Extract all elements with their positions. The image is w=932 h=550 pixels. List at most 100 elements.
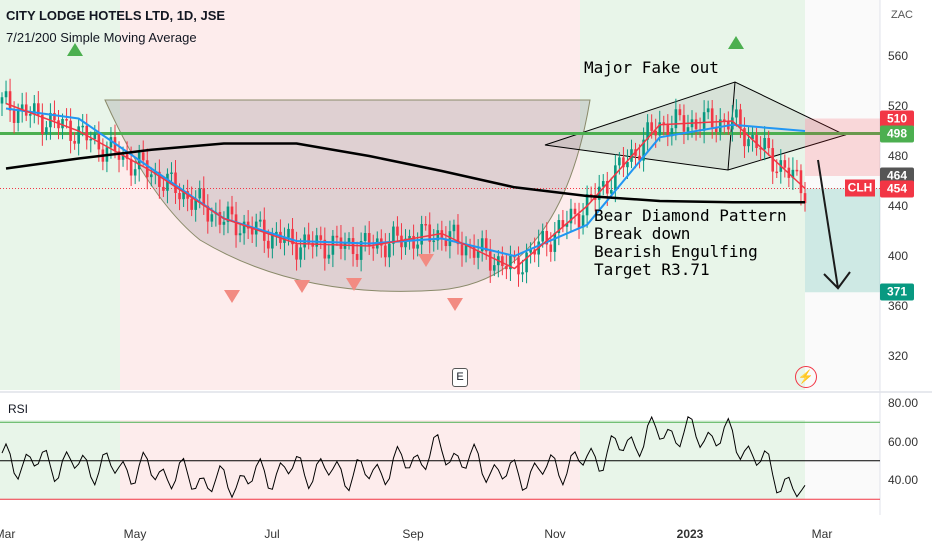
candle-body bbox=[8, 91, 12, 111]
candle-body bbox=[41, 114, 44, 135]
candle-body bbox=[335, 235, 339, 238]
rsi-tick-label: 80.00 bbox=[888, 396, 919, 410]
candle-body bbox=[448, 231, 452, 247]
candle-body bbox=[525, 252, 528, 273]
lightning-icon[interactable]: ⚡ bbox=[795, 366, 817, 388]
sell-signal-icon bbox=[447, 298, 463, 311]
candle-body bbox=[747, 139, 750, 147]
candle-body bbox=[388, 243, 391, 258]
rsi-line bbox=[1, 415, 806, 499]
candle-body bbox=[662, 122, 666, 124]
candle-body bbox=[755, 134, 758, 148]
candle-body bbox=[174, 172, 177, 193]
candle-body bbox=[250, 228, 254, 235]
candle-body bbox=[686, 127, 690, 132]
candle-body bbox=[581, 215, 585, 228]
rsi-trend-zone bbox=[580, 420, 805, 500]
candle-body bbox=[323, 239, 327, 259]
price-badge: 510 bbox=[880, 110, 914, 127]
candle-body bbox=[141, 152, 145, 161]
currency-unit: ZAC bbox=[891, 9, 913, 21]
time-tick-label: Sep bbox=[402, 527, 424, 541]
candle-body bbox=[743, 128, 746, 147]
sell-signal-icon bbox=[294, 280, 310, 293]
candle-body bbox=[436, 230, 440, 241]
candle-body bbox=[162, 186, 165, 191]
earnings-badge[interactable]: E bbox=[452, 368, 468, 387]
candle-body bbox=[791, 169, 795, 178]
candle-body bbox=[194, 198, 197, 210]
candle-body bbox=[674, 109, 678, 129]
candle-body bbox=[783, 160, 787, 168]
candle-body bbox=[763, 138, 766, 150]
candle-body bbox=[714, 127, 718, 132]
candle-body bbox=[549, 244, 553, 252]
candle-body bbox=[618, 157, 621, 166]
candle-body bbox=[795, 169, 799, 172]
candle-body bbox=[670, 128, 674, 137]
candle-body bbox=[476, 251, 480, 258]
candle-body bbox=[702, 112, 706, 131]
time-tick-label: Mar bbox=[811, 527, 833, 541]
candle-body bbox=[230, 206, 234, 215]
candle-body bbox=[488, 251, 492, 271]
candle-body bbox=[622, 157, 625, 168]
candle-body bbox=[424, 224, 427, 226]
candle-body bbox=[759, 147, 762, 150]
price-badge: 498 bbox=[880, 125, 914, 142]
trend-zone bbox=[0, 0, 120, 390]
candle-body bbox=[521, 272, 524, 275]
candle-body bbox=[573, 208, 577, 214]
candle-body bbox=[605, 181, 609, 194]
annotation-pattern-line: Target R3.71 bbox=[594, 260, 710, 279]
candle-body bbox=[267, 240, 270, 249]
candle-body bbox=[355, 254, 359, 260]
time-tick-label: May bbox=[123, 527, 147, 541]
candle-body bbox=[283, 237, 286, 243]
price-tick-label: 360 bbox=[888, 299, 909, 313]
candle-body bbox=[626, 161, 629, 168]
rsi-legend[interactable]: RSI bbox=[8, 402, 29, 416]
candle-body bbox=[363, 233, 367, 242]
candle-body bbox=[0, 97, 4, 104]
candle-body bbox=[45, 127, 48, 135]
candle-body bbox=[601, 181, 605, 187]
candle-body bbox=[666, 123, 670, 137]
target-zone bbox=[805, 188, 880, 293]
candle-body bbox=[234, 214, 238, 236]
candle-body bbox=[480, 238, 484, 252]
candle-body bbox=[739, 109, 742, 129]
candle-body bbox=[242, 221, 246, 234]
candle-body bbox=[706, 108, 710, 113]
candle-body bbox=[65, 118, 68, 121]
annotation-pattern-line: Bearish Engulfing bbox=[594, 242, 758, 261]
candle-body bbox=[408, 235, 411, 239]
candle-body bbox=[327, 254, 331, 259]
candle-body bbox=[226, 206, 230, 222]
target-arrow-shaft bbox=[817, 159, 839, 289]
candle-body bbox=[501, 256, 504, 267]
candle-body bbox=[89, 138, 93, 141]
candle-body bbox=[61, 118, 64, 129]
sma-7-line bbox=[5, 102, 806, 270]
candle-body bbox=[206, 205, 210, 222]
candle-body bbox=[561, 220, 565, 227]
price-tick-label: 440 bbox=[888, 199, 909, 213]
candle-body bbox=[771, 148, 775, 172]
candle-body bbox=[218, 211, 222, 225]
candle-body bbox=[610, 190, 613, 194]
candle-body bbox=[37, 103, 40, 115]
candle-body bbox=[85, 125, 89, 141]
candle-body bbox=[464, 245, 468, 256]
candle-body bbox=[642, 139, 645, 161]
chart-title[interactable]: CITY LODGE HOTELS LTD, 1D, JSE bbox=[6, 8, 226, 23]
candle-body bbox=[638, 155, 641, 161]
annotation-pattern-line: Break down bbox=[594, 224, 691, 243]
indicator-legend[interactable]: 7/21/200 Simple Moving Average bbox=[6, 30, 197, 45]
candle-body bbox=[440, 230, 444, 239]
candle-body bbox=[93, 133, 97, 139]
sell-signal-icon bbox=[224, 290, 240, 303]
sma-200-line bbox=[5, 142, 805, 204]
rsi-trend-zone bbox=[805, 420, 880, 500]
